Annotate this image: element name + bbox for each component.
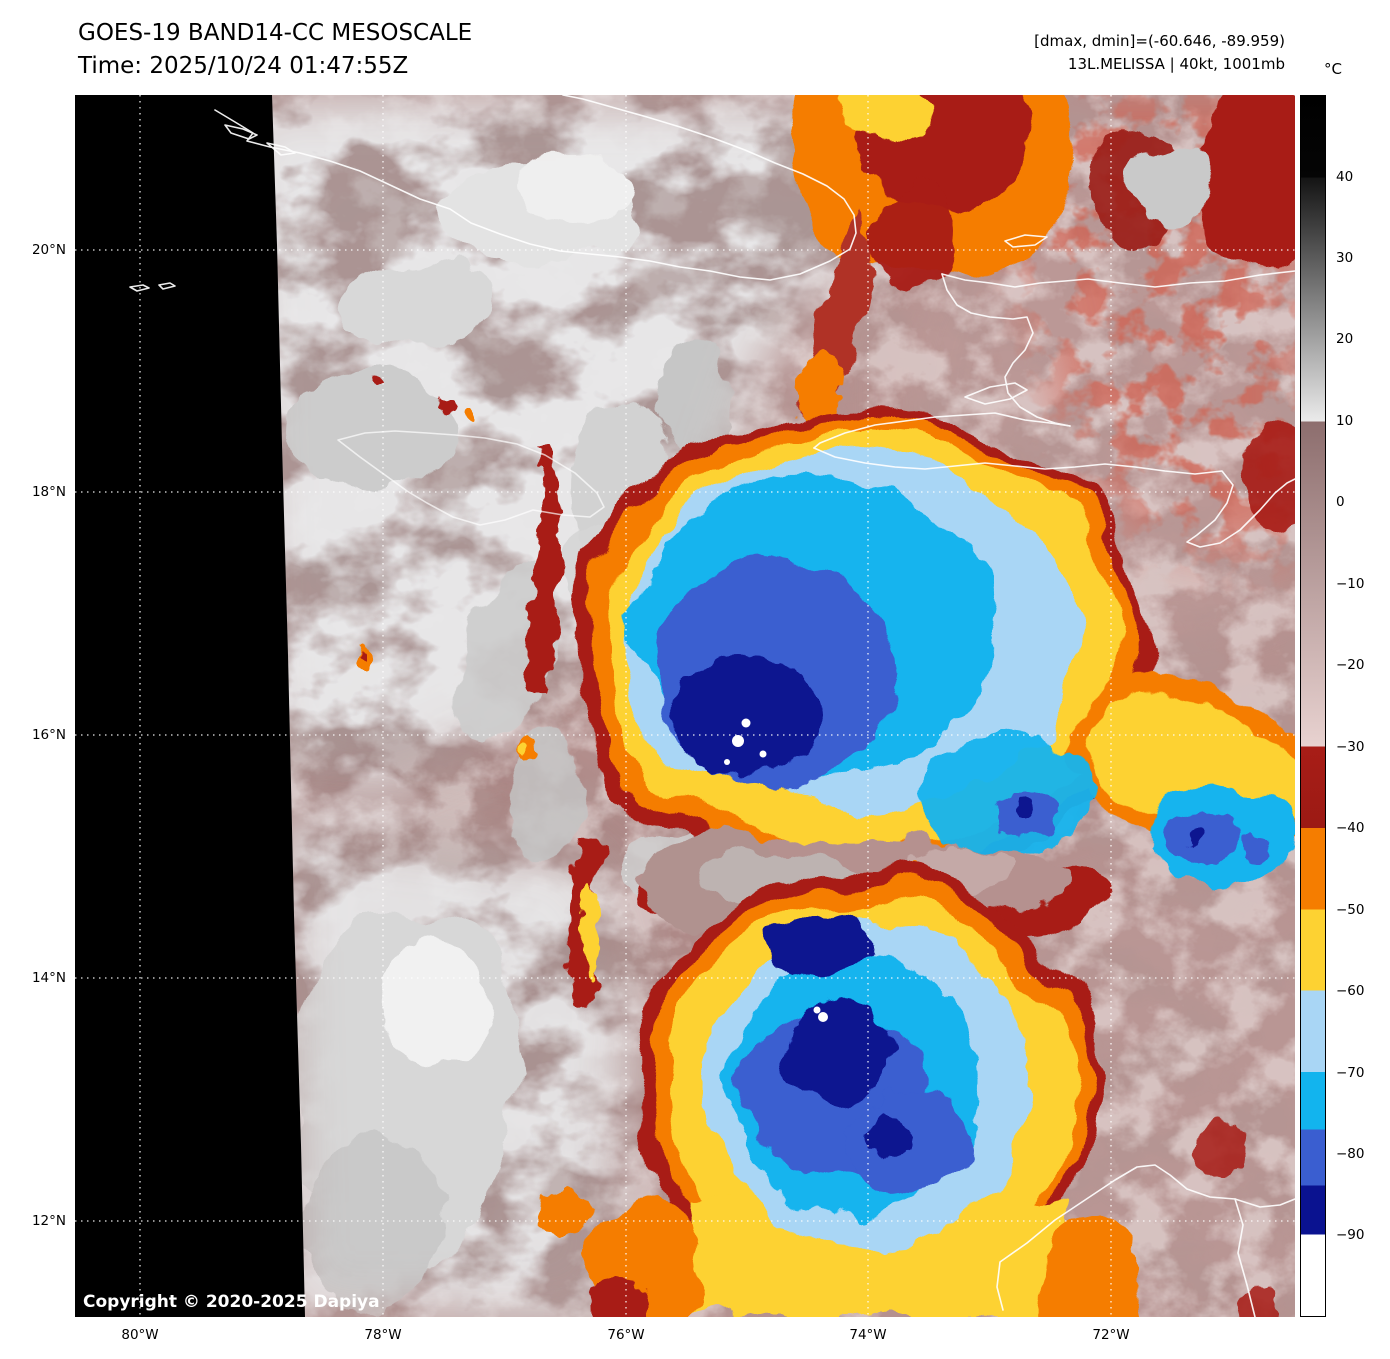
colorbar-tick: 30 bbox=[1336, 250, 1354, 266]
lon-label: 72°W bbox=[1092, 1327, 1130, 1343]
lon-label: 78°W bbox=[364, 1327, 402, 1343]
island-tortuga bbox=[1004, 234, 1048, 248]
coldest-pixel bbox=[732, 735, 744, 747]
coastline-jamaica bbox=[337, 430, 605, 526]
coastline-gulf-venezuela bbox=[1234, 1198, 1256, 1317]
coastline-haiti-west bbox=[941, 273, 1071, 427]
lat-label: 12°N bbox=[31, 1213, 66, 1229]
coastlines bbox=[129, 95, 1295, 1317]
island-gonave bbox=[964, 382, 1028, 405]
colorbar-gradient bbox=[1301, 96, 1325, 1316]
convective-band-west bbox=[351, 443, 562, 763]
lat-label: 20°N bbox=[31, 242, 66, 258]
lat-label: 14°N bbox=[31, 970, 66, 986]
lon-label: 74°W bbox=[849, 1327, 887, 1343]
colorbar-tick: −60 bbox=[1336, 983, 1365, 999]
hurricane-melissa-core bbox=[565, 403, 1295, 883]
colorbar-tick: −50 bbox=[1336, 902, 1365, 918]
lat-label: 16°N bbox=[31, 727, 66, 743]
coastline-cuba bbox=[214, 95, 857, 281]
colorbar-tick: −20 bbox=[1336, 657, 1365, 673]
satellite-map: Copyright © 2020-2025 Dapiya bbox=[75, 95, 1295, 1317]
colorbar-tick: −90 bbox=[1336, 1227, 1365, 1243]
coastline-south-america bbox=[996, 1164, 1295, 1311]
colorbar-tick: 20 bbox=[1336, 331, 1354, 347]
colorbar-tick: 0 bbox=[1336, 494, 1345, 510]
colorbar-tick: 10 bbox=[1336, 413, 1354, 429]
copyright-text: Copyright © 2020-2025 Dapiya bbox=[83, 1292, 380, 1312]
islands-cayman bbox=[129, 282, 176, 292]
no-data-wedge bbox=[75, 95, 305, 1317]
colorbar-tick: −80 bbox=[1336, 1146, 1365, 1162]
colorbar-tick: −30 bbox=[1336, 739, 1365, 755]
colorbar bbox=[1300, 95, 1326, 1317]
colorbar-tick: −70 bbox=[1336, 1065, 1365, 1081]
southern-convective-system bbox=[539, 835, 1137, 1317]
map-area: Copyright © 2020-2025 Dapiya bbox=[75, 95, 1295, 1317]
colorbar-tick: −10 bbox=[1336, 576, 1365, 592]
lat-label: 18°N bbox=[31, 484, 66, 500]
lon-label: 80°W bbox=[121, 1327, 159, 1343]
islands-canarreos bbox=[224, 124, 296, 156]
lon-label: 76°W bbox=[607, 1327, 645, 1343]
coastline-hispaniola-south bbox=[813, 447, 1295, 548]
colorbar-tick: −40 bbox=[1336, 820, 1365, 836]
colorbar-unit: °C bbox=[1324, 60, 1342, 78]
range-annotation: [dmax, dmin]=(-60.646, -89.959) bbox=[1034, 32, 1285, 50]
coastline-hispaniola-north bbox=[941, 270, 1295, 288]
figure-title: GOES-19 BAND14-CC MESOSCALE bbox=[78, 20, 473, 46]
colorbar-tick: 40 bbox=[1336, 169, 1354, 185]
figure-time-label: Time: 2025/10/24 01:47:55Z bbox=[78, 53, 409, 79]
coastline-tiburon-north bbox=[813, 412, 1071, 449]
storm-annotation: 13L.MELISSA | 40kt, 1001mb bbox=[1067, 55, 1285, 73]
red-patches-ne bbox=[1090, 95, 1295, 1317]
